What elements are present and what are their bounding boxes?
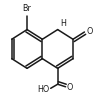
Text: H: H — [60, 19, 66, 28]
Text: O: O — [86, 27, 92, 36]
Text: HO: HO — [38, 85, 50, 94]
Text: O: O — [67, 83, 73, 92]
Text: Br: Br — [23, 4, 31, 13]
